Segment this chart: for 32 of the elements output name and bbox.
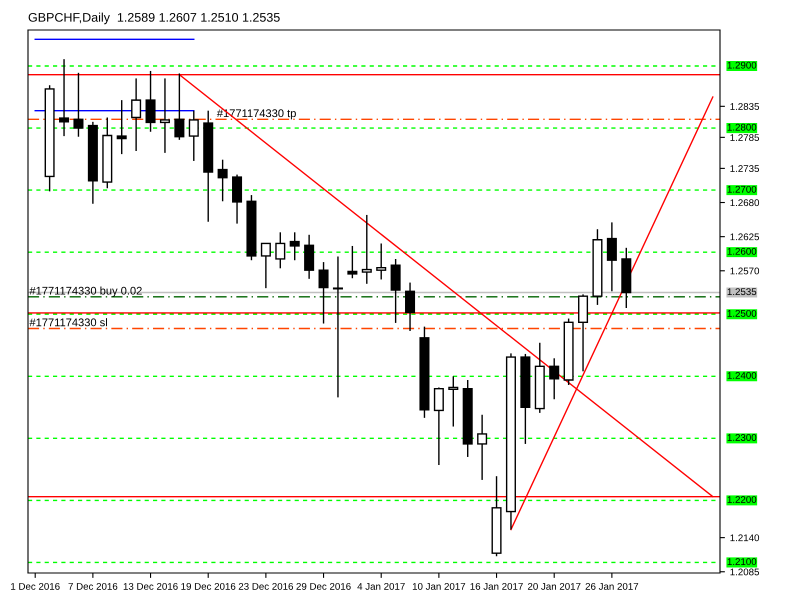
y-tick-label: 1.2735 xyxy=(730,165,760,172)
ref-line-label: 1.2900 xyxy=(728,62,756,69)
ref-line-label: 1.2300 xyxy=(728,434,756,441)
ref-line-label: 1.2800 xyxy=(728,124,756,131)
x-tick-label: 29 Dec 2016 xyxy=(296,582,351,590)
ref-line-label: 1.2200 xyxy=(728,496,756,504)
ref-line-label: 1.2535 xyxy=(728,288,756,296)
ref-line-label: 1.2100 xyxy=(728,558,756,566)
x-tick-label: 7 Dec 2016 xyxy=(68,582,118,590)
y-tick-label: 1.2570 xyxy=(730,268,760,274)
ref-line-label: 1.2400 xyxy=(728,372,756,379)
y-tick-label: 1.2680 xyxy=(730,199,760,206)
y-tick-label: 1.2140 xyxy=(730,534,760,542)
x-tick-label: 4 Jan 2017 xyxy=(357,582,405,590)
ref-line-label: 1.2700 xyxy=(728,186,756,193)
x-tick-label: 1 Dec 2016 xyxy=(11,582,60,590)
ref-line-label: 1.2500 xyxy=(728,310,756,317)
y-tick-label: 1.2785 xyxy=(730,134,760,141)
x-tick-label: 20 Jan 2017 xyxy=(528,582,580,590)
ref-line-label: #1771174330 sl xyxy=(29,318,107,326)
x-tick-label: 13 Dec 2016 xyxy=(124,582,178,590)
x-tick-label: 23 Dec 2016 xyxy=(238,582,294,590)
ref-line-label: #1771174330 buy 0.02 xyxy=(29,286,142,297)
y-tick-label: 1.2625 xyxy=(730,233,760,240)
ref-line-label: 1.2600 xyxy=(728,248,756,255)
x-tick-label: 26 Jan 2017 xyxy=(586,582,638,590)
y-tick-label: 1.2085 xyxy=(730,568,760,576)
x-tick-label: 19 Dec 2016 xyxy=(181,582,236,590)
chart-title: GBPCHF,Daily 1.2589 1.2607 1.2510 1.2535 xyxy=(28,12,280,24)
y-tick-label: 1.2835 xyxy=(730,103,760,110)
x-tick-label: 10 Jan 2017 xyxy=(412,582,466,590)
x-tick-label: 16 Jan 2017 xyxy=(470,582,523,590)
